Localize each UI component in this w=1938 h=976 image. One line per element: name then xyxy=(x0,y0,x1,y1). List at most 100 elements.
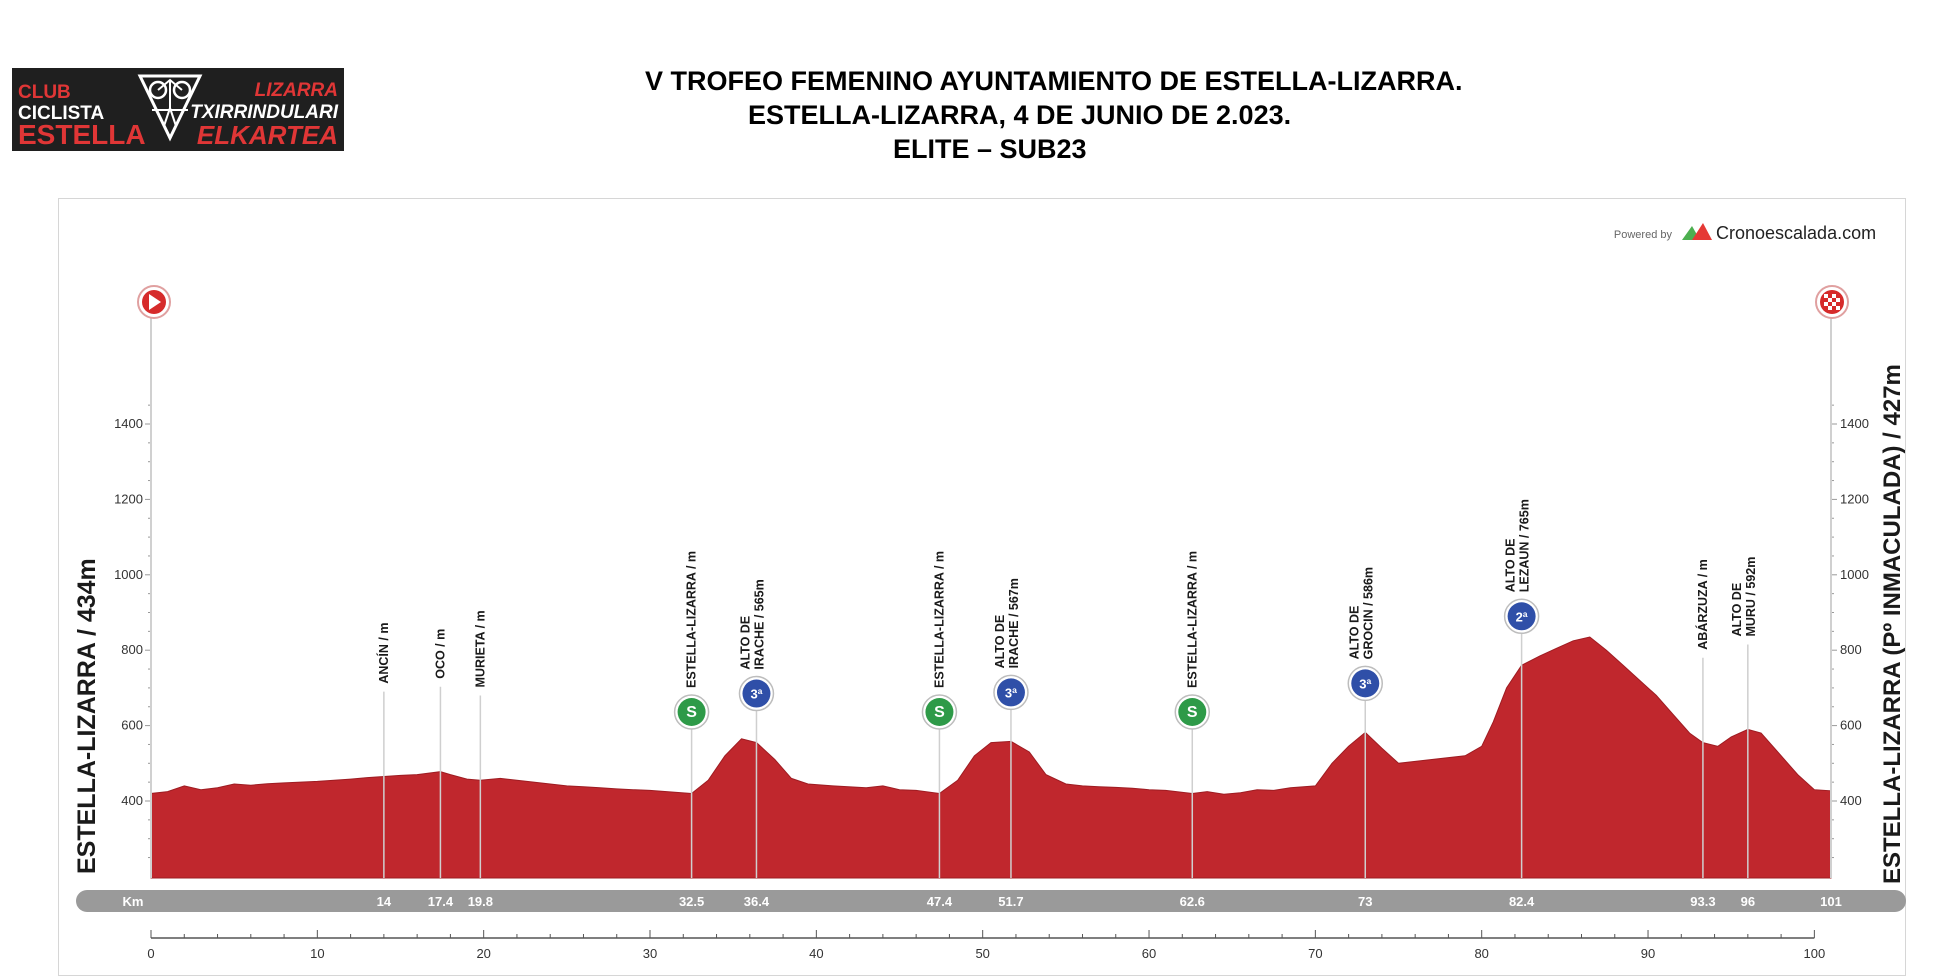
checker-square xyxy=(1824,294,1828,298)
waypoint-label: ABÁRZUZA / m xyxy=(1695,559,1710,650)
club-logo: CLUB CICLISTA ESTELLA LIZARRA TXIRRINDUL… xyxy=(12,68,344,151)
checker-square xyxy=(1836,298,1840,302)
waypoint-label: GROCIN / 586m xyxy=(1361,567,1375,659)
waypoint-label: ALTO DE xyxy=(1504,539,1518,593)
header-title-line-3: ELITE – SUB23 xyxy=(893,134,1087,164)
km-bar-value: 73 xyxy=(1358,894,1372,909)
y-tick-label-right: 1000 xyxy=(1840,567,1869,582)
waypoint-label: MURIETA / m xyxy=(473,610,487,687)
km-bar-value: 51.7 xyxy=(998,894,1023,909)
y-tick-label-right: 400 xyxy=(1840,793,1862,808)
x-tick-label: 60 xyxy=(1142,946,1156,961)
badge-disc xyxy=(1351,669,1380,698)
x-tick-label: 70 xyxy=(1308,946,1322,961)
waypoint-label: ALTO DE xyxy=(993,615,1007,669)
badge-disc xyxy=(742,679,771,708)
waypoint-label: LEZAUN / 765m xyxy=(1518,499,1532,592)
y-tick-label-left: 1200 xyxy=(114,491,143,506)
logo-elkartea-text: ELKARTEA xyxy=(197,120,338,150)
elevation-area xyxy=(150,636,1832,879)
mountain-red xyxy=(1692,223,1712,240)
x-tick-label: 20 xyxy=(476,946,490,961)
logo-ciclista-text: CICLISTA xyxy=(18,103,104,124)
mountain-logo-icon xyxy=(1682,223,1712,240)
x-tick-label: 10 xyxy=(310,946,324,961)
start-play-icon xyxy=(149,294,161,310)
x-tick-label: 100 xyxy=(1804,946,1826,961)
km-bar-value: 96 xyxy=(1741,894,1755,909)
km-bar-value: 17.4 xyxy=(428,894,454,909)
x-tick-label: 90 xyxy=(1641,946,1655,961)
y-tick-label-left: 600 xyxy=(121,718,143,733)
finish-location-label: ESTELLA-LIZARRA (Pº INMACULADA) / 427m xyxy=(1879,364,1906,884)
climb-category-badge-icon: 3ª xyxy=(1347,665,1384,702)
logo-txirrindulari-text: TXIRRINDULARI xyxy=(190,102,338,123)
waypoint-label: OCO / m xyxy=(433,629,447,679)
finish-flag-icon xyxy=(1815,285,1849,319)
waypoint-label: ESTELLA-LIZARRA / m xyxy=(1185,551,1199,688)
badge-text: 3ª xyxy=(1005,685,1017,700)
badge-disc xyxy=(1178,698,1207,726)
km-bar-value: 47.4 xyxy=(927,894,953,909)
waypoint-label: ALTO DE xyxy=(1347,606,1361,660)
checker-square xyxy=(1824,302,1828,306)
badge-text: 3ª xyxy=(750,687,762,702)
waypoint-label: IRACHE / 565m xyxy=(752,579,766,669)
y-tick-label-right: 1400 xyxy=(1840,416,1869,431)
header-title-line-1: V TROFEO FEMENINO AYUNTAMIENTO DE ESTELL… xyxy=(645,66,1463,96)
badge-text: S xyxy=(934,704,945,721)
km-bar-value: 32.5 xyxy=(679,894,704,909)
x-tick-label: 40 xyxy=(809,946,823,961)
x-tick-label: 50 xyxy=(975,946,989,961)
start-location-label: ESTELLA-LIZARRA / 434m xyxy=(73,558,101,874)
checker-square xyxy=(1828,306,1832,310)
badge-text: 3ª xyxy=(1359,676,1371,691)
badge-disc xyxy=(1507,602,1536,631)
badge-text: 2ª xyxy=(1516,609,1528,624)
badge-disc xyxy=(925,698,954,726)
y-tick-label-left: 800 xyxy=(121,642,143,657)
x-tick-label: 30 xyxy=(643,946,657,961)
checker-square xyxy=(1836,306,1840,310)
km-bar-value: 93.3 xyxy=(1690,894,1715,909)
waypoint-label: ANCÍN / m xyxy=(376,623,391,684)
badge-disc xyxy=(996,678,1025,707)
waypoint-label: MURU / 592m xyxy=(1744,557,1758,637)
y-tick-label-left: 1000 xyxy=(114,567,143,582)
bicycle-emblem-icon xyxy=(137,74,203,142)
climb-category-badge-icon: 2ª xyxy=(1503,598,1540,635)
badge-disc xyxy=(677,698,706,726)
waypoint-label: ALTO DE xyxy=(738,616,752,670)
waypoint-label: ESTELLA-LIZARRA / m xyxy=(932,551,946,688)
checker-square xyxy=(1832,302,1836,306)
waypoint-label: ESTELLA-LIZARRA / m xyxy=(685,551,699,688)
climb-category-badge-icon: 3ª xyxy=(738,675,775,712)
km-bar-value: 36.4 xyxy=(744,894,770,909)
powered-by-label: Powered by xyxy=(1614,229,1673,241)
checker-square xyxy=(1832,294,1836,298)
km-bar-value: 14 xyxy=(377,894,392,909)
logo-estella-text: ESTELLA xyxy=(18,119,146,150)
km-bar-value: 19.8 xyxy=(468,894,493,909)
powered-by-brand: Cronoescalada.com xyxy=(1716,223,1876,243)
badge-text: S xyxy=(686,704,697,721)
checker-square xyxy=(1828,298,1832,302)
km-bar xyxy=(76,890,1906,912)
climb-category-badge-icon: 3ª xyxy=(993,674,1029,711)
header-title-line-2: ESTELLA-LIZARRA, 4 DE JUNIO DE 2.023. xyxy=(748,100,1292,130)
km-bar-value: 82.4 xyxy=(1509,894,1535,909)
km-bar-label: Km xyxy=(123,894,144,909)
y-tick-label-right: 800 xyxy=(1840,642,1862,657)
y-tick-label-left: 400 xyxy=(121,793,143,808)
sprint-badge-icon: S xyxy=(1174,694,1211,730)
x-tick-label: 0 xyxy=(147,946,154,961)
y-tick-label-right: 600 xyxy=(1840,718,1862,733)
km-bar-value: 62.6 xyxy=(1180,894,1205,909)
sprint-badge-icon: S xyxy=(673,694,710,730)
logo-club-text: CLUB xyxy=(18,82,71,103)
y-tick-label-left: 1400 xyxy=(114,416,143,431)
sprint-badge-icon: S xyxy=(921,694,958,730)
badge-text: S xyxy=(1187,704,1198,721)
km-bar-value: 101 xyxy=(1820,894,1842,909)
